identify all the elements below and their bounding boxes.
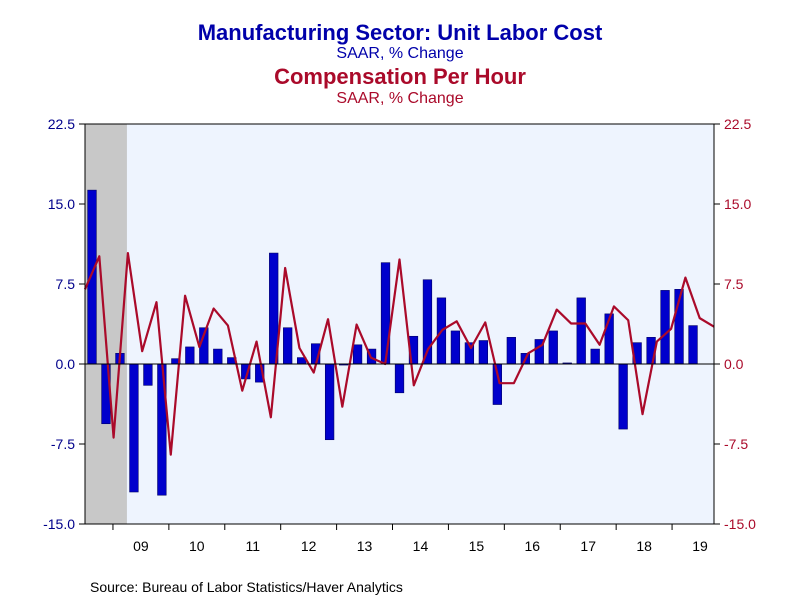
bar-30 [506,337,516,365]
chart-title: Manufacturing Sector: Unit Labor Cost [198,20,603,45]
left-tick-label: 22.5 [48,116,75,132]
x-tick-label: 19 [692,538,708,554]
left-tick-label: -15.0 [43,516,75,532]
x-axis: 09 10 11 12 13 14 15 16 17 18 19 [112,524,708,554]
x-tick-label: 09 [133,538,149,554]
plot-area [85,124,714,524]
bar-17 [324,363,335,441]
bar-7 [185,346,195,365]
right-tick-label: -15.0 [724,516,756,532]
bar-0 [87,189,97,365]
chart-subtitle: SAAR, % Change [336,45,463,62]
right-tick-label: -7.5 [724,436,748,452]
bar-14 [283,327,293,365]
bar-4 [143,363,153,386]
bar-19 [352,344,363,365]
x-tick-label: 10 [189,538,205,554]
right-axis: 22.5 15.0 7.5 0.0 -7.5 -15.0 [714,116,756,532]
bar-26 [450,330,461,365]
bar-3 [129,363,139,493]
chart-title-2: Compensation Per Hour [274,64,526,89]
source-note: Source: Bureau of Labor Statistics/Haver… [90,579,403,595]
x-tick-label: 14 [413,538,429,554]
bar-22 [394,363,405,394]
x-tick-label: 15 [469,538,485,554]
bar-28 [478,340,488,365]
bar-35 [576,297,586,365]
left-tick-label: 0.0 [56,356,76,372]
bar-43 [688,325,698,365]
bar-41 [660,290,670,365]
x-tick-label: 12 [301,538,317,554]
right-tick-label: 7.5 [724,276,744,292]
x-tick-label: 18 [636,538,652,554]
bar-21 [380,262,391,365]
chart-subtitle-2: SAAR, % Change [336,90,463,107]
plot-frame [84,123,715,525]
line-series-group [83,251,715,456]
x-tick-label: 11 [245,538,260,554]
x-tick-label: 17 [580,538,596,554]
bar-36 [590,348,600,365]
bar-9 [213,348,223,365]
left-tick-label: 15.0 [48,196,75,212]
x-tick-label: 13 [357,538,373,554]
line-compensation-per-hour [83,251,715,456]
left-axis: 22.5 15.0 7.5 0.0 -7.5 -15.0 [43,116,85,532]
right-tick-label: 0.0 [724,356,744,372]
x-tick-label: 16 [525,538,541,554]
right-tick-label: 22.5 [724,116,751,132]
left-tick-label: -7.5 [51,436,75,452]
bar-38 [618,363,628,430]
right-tick-label: 15.0 [724,196,751,212]
left-tick-label: 7.5 [56,276,76,292]
bar-33 [548,330,558,365]
